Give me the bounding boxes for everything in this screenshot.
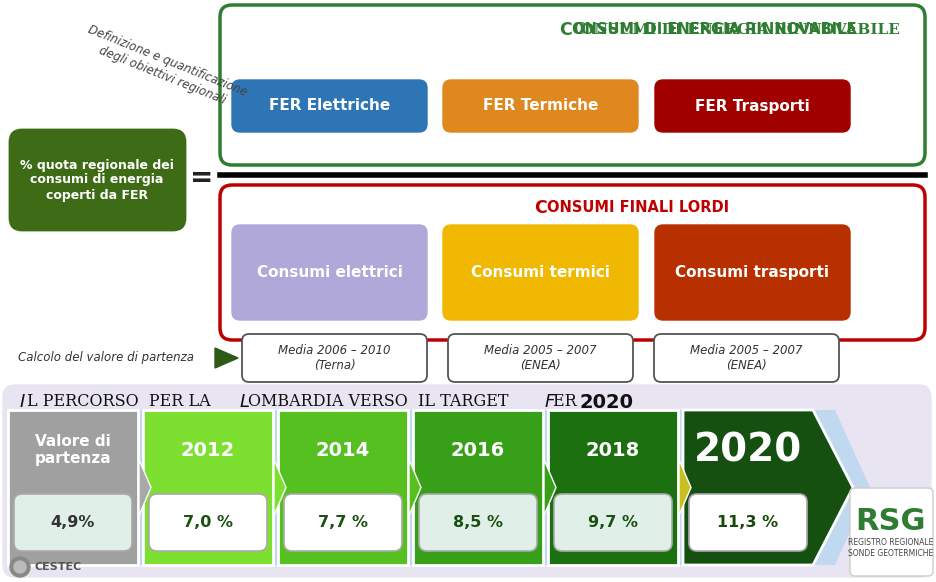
Text: 2012: 2012 (181, 441, 235, 460)
FancyBboxPatch shape (232, 225, 427, 320)
Text: 2016: 2016 (450, 441, 505, 460)
FancyBboxPatch shape (3, 385, 930, 577)
FancyBboxPatch shape (443, 225, 637, 320)
Circle shape (10, 557, 30, 577)
FancyBboxPatch shape (10, 130, 184, 230)
Text: CONSUMI DI ENERGIA RINNOVABILE: CONSUMI DI ENERGIA RINNOVABILE (559, 29, 584, 31)
Text: CESTEC: CESTEC (35, 562, 82, 572)
Text: 8,5 %: 8,5 % (452, 515, 503, 530)
Text: ONSUMI FINALI LORDI: ONSUMI FINALI LORDI (547, 201, 728, 215)
Text: FER Termiche: FER Termiche (482, 98, 597, 113)
FancyBboxPatch shape (654, 80, 849, 132)
FancyBboxPatch shape (653, 334, 838, 382)
Text: Consumi termici: Consumi termici (471, 265, 609, 280)
FancyBboxPatch shape (284, 494, 402, 551)
Text: I: I (20, 393, 25, 411)
Text: 2020: 2020 (579, 392, 634, 411)
Polygon shape (413, 410, 543, 565)
FancyBboxPatch shape (553, 494, 671, 551)
Text: FER Trasporti: FER Trasporti (695, 98, 809, 113)
FancyBboxPatch shape (849, 488, 932, 576)
Polygon shape (408, 460, 420, 516)
Text: 2018: 2018 (585, 441, 639, 460)
FancyBboxPatch shape (654, 225, 849, 320)
Text: C: C (559, 21, 571, 39)
Polygon shape (278, 410, 407, 565)
Text: Calcolo del valore di partenza: Calcolo del valore di partenza (18, 352, 194, 364)
FancyBboxPatch shape (149, 494, 267, 551)
FancyBboxPatch shape (688, 494, 806, 551)
Polygon shape (544, 460, 555, 516)
Text: Media 2006 – 2010
(Terna): Media 2006 – 2010 (Terna) (278, 344, 390, 372)
Text: ONSUMI DI ENERGIA RINNOVABILE: ONSUMI DI ENERGIA RINNOVABILE (571, 23, 856, 37)
Polygon shape (273, 460, 285, 516)
Text: OMBARDIA VERSO  IL TARGET: OMBARDIA VERSO IL TARGET (248, 393, 519, 410)
Circle shape (14, 561, 26, 573)
Polygon shape (8, 410, 869, 565)
Text: Media 2005 – 2007
(ENEA): Media 2005 – 2007 (ENEA) (690, 344, 802, 372)
FancyBboxPatch shape (443, 80, 637, 132)
Text: Consumi trasporti: Consumi trasporti (675, 265, 828, 280)
FancyBboxPatch shape (220, 5, 924, 165)
Polygon shape (679, 460, 690, 516)
Text: =: = (190, 164, 213, 192)
FancyBboxPatch shape (14, 494, 132, 551)
Text: C: C (534, 199, 547, 217)
Text: L PERCORSO  PER LA: L PERCORSO PER LA (27, 393, 215, 410)
Text: C: C (571, 22, 585, 38)
FancyBboxPatch shape (220, 185, 924, 340)
Text: RSG: RSG (855, 508, 926, 537)
Text: Media 2005 – 2007
(ENEA): Media 2005 – 2007 (ENEA) (484, 344, 596, 372)
Text: 4,9%: 4,9% (51, 515, 95, 530)
FancyBboxPatch shape (232, 80, 427, 132)
Text: Valore di
partenza: Valore di partenza (35, 434, 111, 466)
Text: FER Elettriche: FER Elettriche (269, 98, 389, 113)
FancyBboxPatch shape (418, 494, 536, 551)
Text: 2014: 2014 (315, 441, 370, 460)
Polygon shape (143, 410, 272, 565)
Polygon shape (8, 410, 138, 565)
FancyBboxPatch shape (447, 334, 633, 382)
Text: REGISTRO REGIONALE
SONDE GEOTERMICHE: REGISTRO REGIONALE SONDE GEOTERMICHE (847, 538, 932, 558)
Text: % quota regionale dei
consumi di energia
coperti da FER: % quota regionale dei consumi di energia… (20, 158, 174, 201)
FancyBboxPatch shape (241, 334, 427, 382)
Text: 7,7 %: 7,7 % (317, 515, 368, 530)
Text: 11,3 %: 11,3 % (717, 515, 778, 530)
Text: ER: ER (552, 393, 581, 410)
Text: 9,7 %: 9,7 % (588, 515, 637, 530)
Polygon shape (214, 348, 238, 368)
Polygon shape (139, 460, 151, 516)
Text: F: F (545, 393, 555, 411)
Text: 7,0 %: 7,0 % (183, 515, 233, 530)
Text: Consumi elettrici: Consumi elettrici (256, 265, 402, 280)
Text: Definizione e quantificazione
degli obiettivi regionali: Definizione e quantificazione degli obie… (80, 23, 249, 113)
Text: 2020: 2020 (694, 431, 801, 469)
Polygon shape (682, 410, 852, 565)
Text: ONSUMI DI ENERGIA RINNOVABILE: ONSUMI DI ENERGIA RINNOVABILE (580, 23, 899, 37)
Text: L: L (240, 393, 250, 411)
Polygon shape (548, 410, 678, 565)
